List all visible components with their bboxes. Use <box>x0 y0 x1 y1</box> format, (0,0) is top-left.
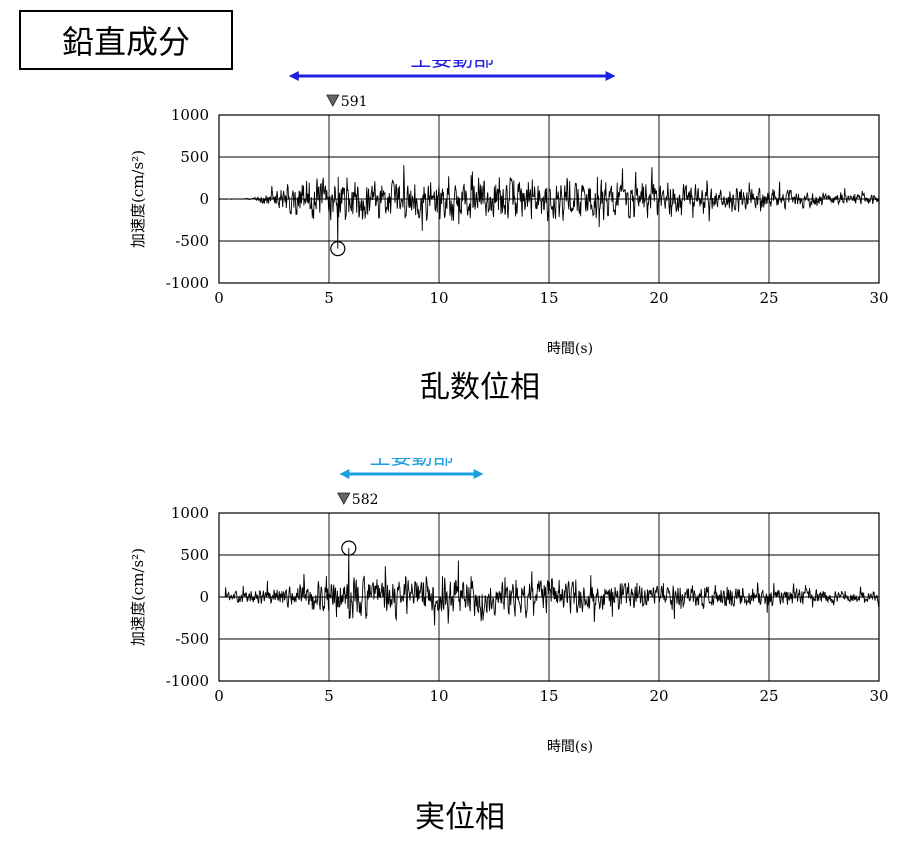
x-tick-label: 20 <box>649 289 668 307</box>
x-axis-label: 時間(s) <box>547 341 593 357</box>
x-tick-label: 25 <box>759 289 778 307</box>
y-tick-label: 0 <box>199 588 209 606</box>
y-tick-label: 500 <box>180 546 209 564</box>
y-tick-label: 0 <box>199 190 209 208</box>
peak-value-label: 582 <box>352 492 379 508</box>
y-axis-label: 加速度(cm/s²) <box>129 548 147 646</box>
waveform-line <box>218 548 880 626</box>
peak-value-label: 591 <box>341 94 368 110</box>
peak-marker <box>326 94 340 107</box>
x-tick-label: 10 <box>429 289 448 307</box>
y-tick-label: 1000 <box>171 106 209 124</box>
chart-random-phase: 主要動部 0 5 10 15 20 25 30 1000 500 0 -500 -1000 加速度(cm/… <box>129 60 889 357</box>
y-tick-label: 1000 <box>171 504 209 522</box>
x-tick-label: 10 <box>429 687 448 705</box>
component-label: 鉛直成分 <box>19 10 233 70</box>
x-tick-label: 15 <box>539 687 558 705</box>
waveform-line <box>219 165 880 249</box>
y-tick-label: 500 <box>180 148 209 166</box>
x-tick-label: 30 <box>869 687 888 705</box>
y-tick-label: -500 <box>175 232 209 250</box>
x-tick-label: 30 <box>869 289 888 307</box>
peak-circle <box>341 540 357 556</box>
x-tick-label: 15 <box>539 289 558 307</box>
y-tick-label: -500 <box>175 630 209 648</box>
x-tick-label: 5 <box>324 687 334 705</box>
peak-marker <box>337 492 351 505</box>
y-axis-label: 加速度(cm/s²) <box>129 150 147 248</box>
peak-circle <box>330 241 346 257</box>
y-tick-label: -1000 <box>166 274 209 292</box>
main-motion-label: 主要動部 <box>410 60 494 71</box>
x-tick-label: 20 <box>649 687 668 705</box>
x-tick-label: 5 <box>324 289 334 307</box>
chart-actual-phase: 主要動部 0 5 10 15 20 25 30 1000 500 0 -500 -1000 加速度(cm/… <box>129 458 889 755</box>
caption-actual-phase: 実位相 <box>415 800 505 835</box>
caption-random-phase: 乱数位相 <box>420 370 540 405</box>
main-motion-label: 主要動部 <box>370 458 454 469</box>
x-tick-label: 0 <box>214 289 224 307</box>
x-tick-label: 0 <box>214 687 224 705</box>
y-tick-label: -1000 <box>166 672 209 690</box>
x-axis-label: 時間(s) <box>547 739 593 755</box>
x-tick-label: 25 <box>759 687 778 705</box>
